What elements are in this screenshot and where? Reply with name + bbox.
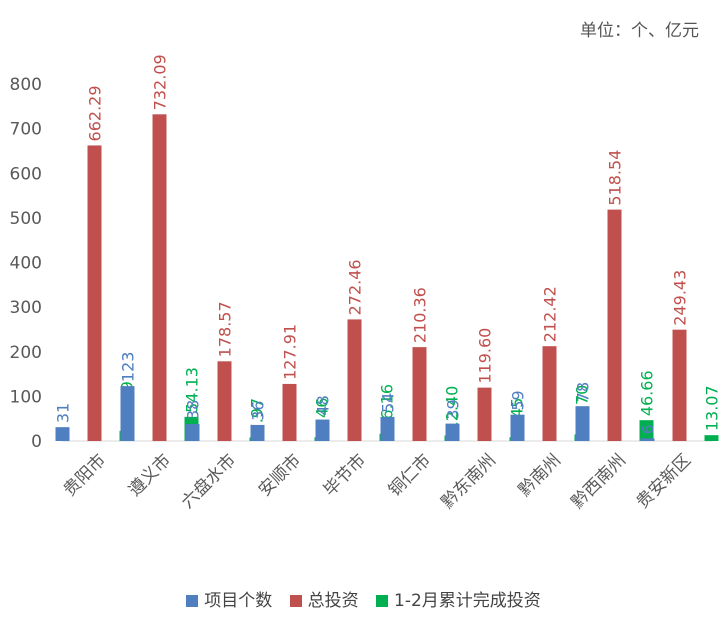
- data-label: 518.54: [606, 150, 625, 206]
- data-label: 12.40: [443, 386, 462, 432]
- data-label: 6: [639, 424, 658, 434]
- legend-label-completed-investment: 1-2月累计完成投资: [394, 591, 541, 611]
- data-label: 178.57: [216, 301, 235, 357]
- y-tick-label: 500: [10, 209, 42, 229]
- bar: [315, 419, 330, 441]
- bar: [55, 427, 70, 441]
- data-label: 54.13: [183, 367, 202, 413]
- y-tick-label: 200: [10, 343, 42, 363]
- bar: [185, 424, 200, 441]
- bar: [477, 387, 492, 441]
- legend-swatch-project-count: [186, 595, 199, 607]
- data-label: 13.07: [703, 385, 722, 431]
- bar: [445, 423, 460, 441]
- data-label: 7.97: [248, 398, 267, 434]
- data-label: 732.09: [151, 54, 170, 110]
- bar: [542, 346, 557, 441]
- data-label: 54: [379, 393, 398, 413]
- y-tick-label: 800: [10, 75, 42, 95]
- bar: [380, 416, 395, 441]
- y-tick-label: 0: [31, 432, 42, 452]
- bar: [217, 361, 232, 441]
- data-label: 36: [249, 401, 268, 421]
- data-label: 48: [314, 395, 333, 415]
- bar: [640, 438, 655, 441]
- data-label: 272.46: [346, 259, 365, 315]
- bar: [607, 209, 622, 441]
- y-tick-label: 600: [10, 164, 42, 184]
- x-tick-label: 安顺市: [255, 450, 305, 500]
- data-label: 212.42: [541, 286, 560, 342]
- data-label: 249.43: [671, 270, 690, 326]
- bar: [87, 145, 102, 441]
- x-tick-label: 黔东南州: [438, 450, 500, 512]
- y-tick-label: 700: [10, 120, 42, 140]
- bar: [250, 424, 265, 441]
- bar: [347, 319, 362, 441]
- legend-label-total-investment: 总投资: [307, 591, 359, 611]
- legend-label-project-count: 项目个数: [204, 591, 273, 611]
- x-tick-label: 六盘水市: [178, 450, 240, 512]
- data-label: 123: [119, 352, 138, 383]
- legend-item-project-count[interactable]: 项目个数: [186, 586, 272, 611]
- x-tick-label: 黔西南州: [568, 450, 630, 512]
- chart-legend: 项目个数 总投资 1-2月累计完成投资: [0, 586, 727, 611]
- y-tick-label: 400: [10, 254, 42, 274]
- bar: [152, 114, 167, 441]
- bar: [510, 414, 525, 441]
- x-tick-label: 遵义市: [125, 450, 175, 500]
- data-label: 31: [54, 403, 73, 423]
- y-tick-label: 300: [10, 298, 42, 318]
- data-label: 119.60: [476, 328, 495, 384]
- x-tick-label: 毕节市: [320, 450, 370, 500]
- unit-label: 单位：个、亿元: [580, 21, 699, 41]
- data-label: 662.29: [86, 85, 105, 141]
- x-tick-label: 铜仁市: [385, 450, 435, 500]
- bar: [575, 406, 590, 441]
- legend-swatch-completed-investment: [376, 595, 389, 607]
- data-label: 38: [184, 400, 203, 420]
- data-label: 210.36: [411, 287, 430, 343]
- bar: [120, 386, 135, 441]
- legend-item-total-investment[interactable]: 总投资: [289, 586, 359, 611]
- bar: [412, 347, 427, 441]
- legend-item-completed-investment[interactable]: 1-2月累计完成投资: [376, 586, 541, 611]
- bar: [672, 329, 687, 441]
- data-label: 127.91: [281, 324, 300, 380]
- data-label: 39: [444, 399, 463, 419]
- bar: [704, 435, 719, 441]
- data-label: 78: [574, 382, 593, 402]
- data-label: 46.66: [638, 370, 657, 416]
- x-tick-label: 贵阳市: [60, 450, 110, 500]
- y-tick-label: 100: [10, 387, 42, 407]
- bar: [282, 383, 297, 441]
- data-label: 59: [509, 390, 528, 410]
- x-tick-label: 黔南州: [515, 450, 565, 500]
- legend-swatch-total-investment: [289, 595, 302, 607]
- bar: [639, 420, 654, 441]
- x-tick-label: 贵安新区: [633, 450, 695, 512]
